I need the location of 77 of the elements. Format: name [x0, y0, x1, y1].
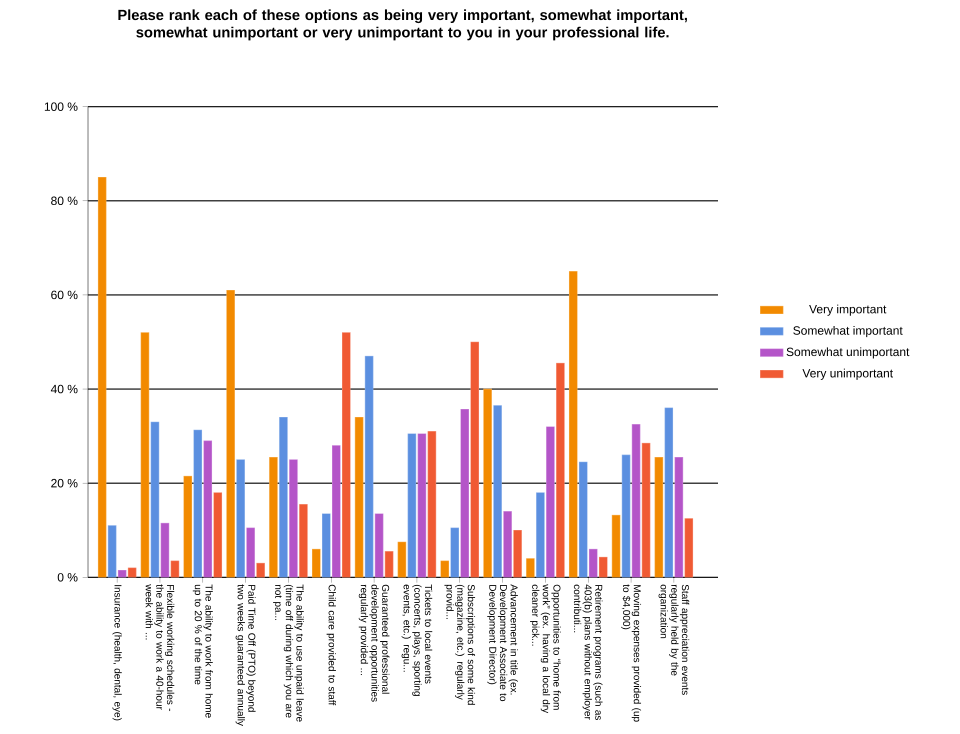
bar: [470, 342, 480, 578]
bar: [342, 332, 351, 578]
y-tick-label: 100 %: [44, 102, 78, 111]
x-tick-label: Advancement in title (ex. Development Associate to Development Director): [487, 584, 518, 702]
legend-label: Somewhat important: [793, 326, 903, 338]
x-tick-label: Moving expenses provided (up to $4,000): [621, 584, 642, 722]
y-tick-label: 0 %: [58, 573, 78, 582]
bar: [568, 271, 578, 578]
bar: [204, 440, 212, 578]
bar: [483, 388, 492, 578]
bar: [440, 560, 450, 578]
bar: [493, 405, 502, 578]
x-tick-label: Opportunities to “home from work” (ex. having a local dry cleaner pick...: [530, 584, 561, 714]
x-tick-label: Staff appreciation events regularly held by the organization: [658, 584, 690, 695]
x-tick-label: Tickets to local events (concerts, plays, sporting events, etc.) regu...: [402, 584, 432, 696]
bar: [374, 514, 384, 578]
bar: [354, 417, 364, 578]
bar: [332, 445, 341, 578]
bar: [312, 548, 321, 578]
x-tick-label: Child care provided to staff: [326, 584, 336, 706]
bar: [214, 492, 222, 578]
bar: [98, 176, 106, 578]
bar: [642, 442, 650, 578]
x-tick-label: Subscriptions of some kind (magazine, etc.) regularly provid...: [444, 584, 476, 705]
bar: [654, 457, 664, 578]
bar: [140, 332, 150, 578]
bar: [578, 462, 588, 578]
bar: [546, 426, 555, 578]
x-tick-label: Flexible working schedules - the ability to work a 40-hour week with ...: [146, 584, 174, 712]
x-tick-label: Paid Time Off (PTO) beyond two weeks guaranteed annually: [236, 584, 256, 726]
chart-title: Please rank each of these options as being very important, somewhat important, somewhat unimportant or very unimportant to you in your professional life.: [118, 9, 687, 40]
bar: [256, 562, 265, 578]
bar: [632, 424, 640, 578]
x-tick-label: Insurance (health, dental, eye): [112, 585, 122, 720]
bar: [246, 528, 255, 578]
bar: [289, 459, 298, 578]
bar: [664, 408, 674, 578]
bar: [384, 551, 394, 578]
bar: [556, 362, 565, 578]
bar: [118, 570, 126, 578]
legend-label: Very important: [809, 304, 886, 316]
y-tick-label: 60 %: [51, 290, 78, 300]
bar: [269, 457, 278, 578]
bar: [184, 476, 192, 578]
y-tick-label: 40 %: [50, 384, 78, 394]
legend-label: Somewhat unimportant: [786, 347, 910, 359]
bar: [450, 528, 460, 578]
bar: [322, 514, 331, 578]
bar: [612, 514, 620, 578]
x-tick-label: The ability to use unpaid leave (time off during which you are not pa...: [273, 584, 304, 722]
bar: [108, 525, 116, 578]
bar: [160, 522, 170, 578]
bar: [364, 356, 374, 578]
x-tick-label: Retirement programs (such as 403(b) plans without employer contributi...: [574, 584, 603, 720]
bar: [460, 409, 470, 578]
bar: [299, 504, 308, 578]
bar: [128, 568, 136, 578]
bar: [398, 542, 406, 578]
bar: [503, 511, 512, 578]
bar: [194, 430, 202, 578]
x-tick-label: Guaranteed professional development opportunities regularly provided ...: [358, 584, 390, 702]
y-tick-label: 20 %: [51, 478, 78, 488]
legend-label: Very unimportant: [802, 368, 893, 380]
bar: [588, 548, 598, 578]
y-tick-label: 80 %: [51, 196, 78, 206]
x-tick-label: The ability to work from home up to 20 % of the time: [192, 584, 213, 718]
bar: [513, 530, 522, 578]
bar: [170, 560, 180, 578]
bar: [428, 431, 436, 578]
bar: [684, 518, 694, 578]
bar: [526, 558, 535, 578]
bar: [236, 459, 245, 578]
bar: [674, 457, 684, 578]
bar: [418, 433, 426, 578]
bar: [598, 556, 608, 578]
bar: [536, 492, 545, 578]
bar: [226, 290, 235, 578]
